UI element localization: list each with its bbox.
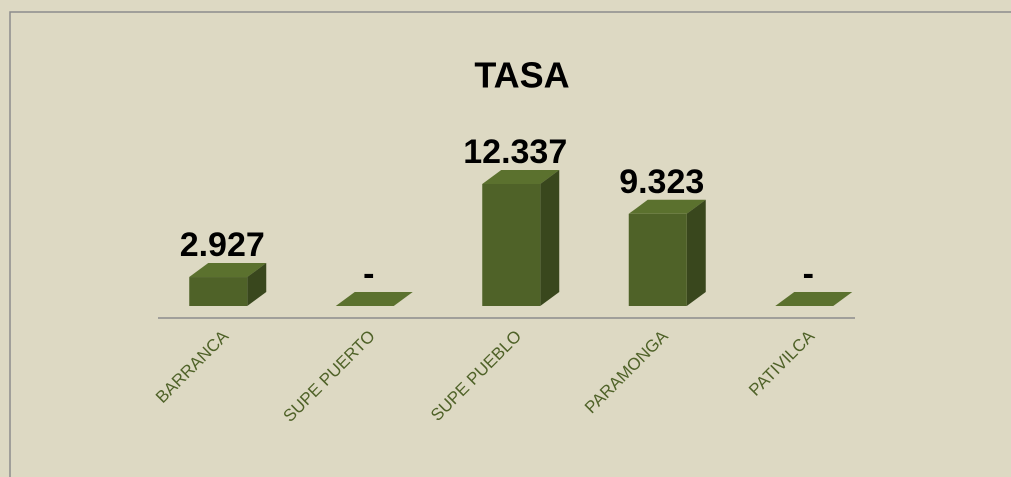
bar-front <box>482 184 541 306</box>
bar <box>189 263 267 306</box>
data-label: 12.337 <box>463 133 567 171</box>
bar-top <box>628 199 706 214</box>
bar-side <box>686 199 706 306</box>
data-label: 9.323 <box>619 163 704 201</box>
bar-top <box>775 292 853 306</box>
data-label: 2.927 <box>180 226 265 264</box>
chart-border <box>9 11 1011 477</box>
bar <box>775 292 853 306</box>
bar-front <box>189 277 248 306</box>
bar <box>482 170 560 306</box>
bar-top <box>189 263 267 278</box>
data-label: - <box>803 255 814 293</box>
bar-top <box>335 292 413 306</box>
data-label: - <box>363 255 374 293</box>
chart-title: TASA <box>474 55 569 96</box>
bar <box>628 199 706 306</box>
bar <box>335 292 413 306</box>
bar-side <box>247 263 267 306</box>
bar-front <box>628 213 687 306</box>
bar-top <box>482 170 560 184</box>
bar-side <box>540 170 560 306</box>
